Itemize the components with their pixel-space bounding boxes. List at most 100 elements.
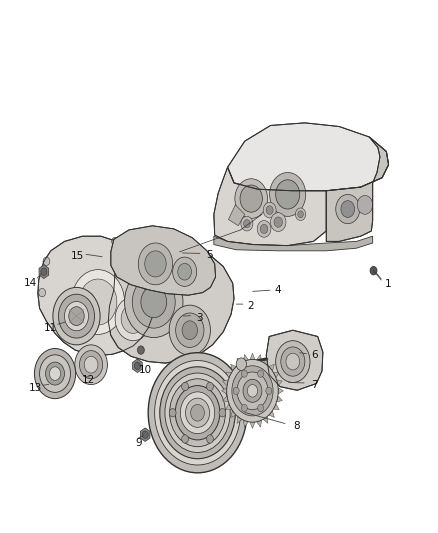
Polygon shape: [326, 137, 389, 241]
Circle shape: [165, 373, 230, 453]
Polygon shape: [223, 396, 228, 402]
Circle shape: [295, 208, 306, 221]
Circle shape: [134, 362, 141, 369]
Text: 7: 7: [311, 379, 318, 390]
Text: 5: 5: [206, 250, 213, 260]
Circle shape: [207, 435, 213, 443]
Circle shape: [298, 211, 304, 217]
Circle shape: [186, 398, 209, 427]
Polygon shape: [231, 410, 236, 417]
Circle shape: [240, 185, 262, 212]
Circle shape: [53, 287, 100, 345]
Polygon shape: [226, 403, 232, 410]
Circle shape: [243, 379, 262, 402]
Polygon shape: [140, 428, 150, 441]
Circle shape: [281, 347, 305, 376]
Polygon shape: [257, 354, 261, 361]
Circle shape: [263, 202, 276, 218]
Text: 13: 13: [29, 383, 42, 393]
Circle shape: [79, 279, 117, 325]
Circle shape: [336, 195, 360, 224]
Circle shape: [142, 431, 148, 439]
Polygon shape: [111, 226, 215, 295]
Polygon shape: [108, 231, 234, 363]
Circle shape: [233, 387, 239, 394]
Circle shape: [276, 341, 310, 383]
Circle shape: [169, 305, 210, 356]
Circle shape: [141, 286, 166, 318]
Text: 15: 15: [71, 251, 84, 261]
Circle shape: [64, 302, 88, 331]
Circle shape: [115, 297, 151, 341]
Text: 14: 14: [24, 278, 37, 288]
Circle shape: [175, 385, 220, 440]
Circle shape: [182, 321, 198, 340]
Circle shape: [132, 276, 175, 328]
Circle shape: [180, 392, 215, 434]
Circle shape: [148, 353, 247, 473]
Circle shape: [160, 367, 235, 459]
Circle shape: [84, 357, 98, 373]
Circle shape: [244, 220, 250, 228]
Circle shape: [241, 405, 247, 411]
Circle shape: [49, 367, 60, 381]
Circle shape: [182, 435, 188, 443]
Circle shape: [241, 370, 247, 377]
Polygon shape: [222, 387, 227, 394]
Text: 2: 2: [247, 301, 254, 311]
Circle shape: [169, 409, 176, 417]
Circle shape: [176, 313, 204, 348]
Circle shape: [138, 346, 144, 354]
Circle shape: [286, 353, 300, 370]
Text: 9: 9: [135, 438, 142, 448]
Circle shape: [232, 366, 273, 416]
Text: 10: 10: [138, 365, 152, 375]
Circle shape: [237, 372, 268, 410]
Circle shape: [271, 213, 286, 231]
Circle shape: [35, 349, 76, 399]
Circle shape: [112, 237, 119, 246]
Polygon shape: [276, 379, 283, 386]
Circle shape: [227, 359, 278, 422]
Circle shape: [235, 179, 268, 219]
Circle shape: [236, 358, 247, 370]
Polygon shape: [276, 396, 283, 402]
Polygon shape: [278, 387, 283, 394]
Polygon shape: [228, 123, 389, 191]
Circle shape: [207, 382, 213, 391]
Circle shape: [182, 382, 188, 391]
Polygon shape: [244, 354, 248, 361]
Circle shape: [75, 345, 107, 384]
Circle shape: [88, 347, 95, 356]
Polygon shape: [39, 265, 49, 279]
Circle shape: [145, 251, 166, 277]
Polygon shape: [273, 372, 279, 378]
Circle shape: [191, 405, 205, 421]
Circle shape: [43, 257, 50, 265]
Text: 11: 11: [44, 322, 57, 333]
Text: 6: 6: [311, 350, 318, 360]
Circle shape: [241, 216, 253, 231]
Circle shape: [46, 362, 64, 385]
Circle shape: [257, 221, 271, 237]
Polygon shape: [269, 364, 274, 371]
Polygon shape: [133, 359, 142, 373]
Circle shape: [274, 217, 283, 227]
Circle shape: [41, 268, 47, 276]
Polygon shape: [250, 422, 255, 429]
Circle shape: [219, 409, 226, 417]
Circle shape: [370, 266, 377, 275]
Polygon shape: [263, 416, 268, 423]
Text: 3: 3: [196, 313, 202, 322]
Circle shape: [39, 355, 71, 392]
Circle shape: [170, 379, 226, 447]
Circle shape: [178, 263, 191, 280]
Polygon shape: [231, 364, 236, 371]
Circle shape: [173, 257, 197, 286]
Circle shape: [80, 351, 102, 379]
Circle shape: [39, 288, 46, 297]
Circle shape: [341, 201, 355, 217]
Polygon shape: [244, 420, 248, 427]
Polygon shape: [237, 358, 242, 366]
Polygon shape: [214, 236, 373, 251]
